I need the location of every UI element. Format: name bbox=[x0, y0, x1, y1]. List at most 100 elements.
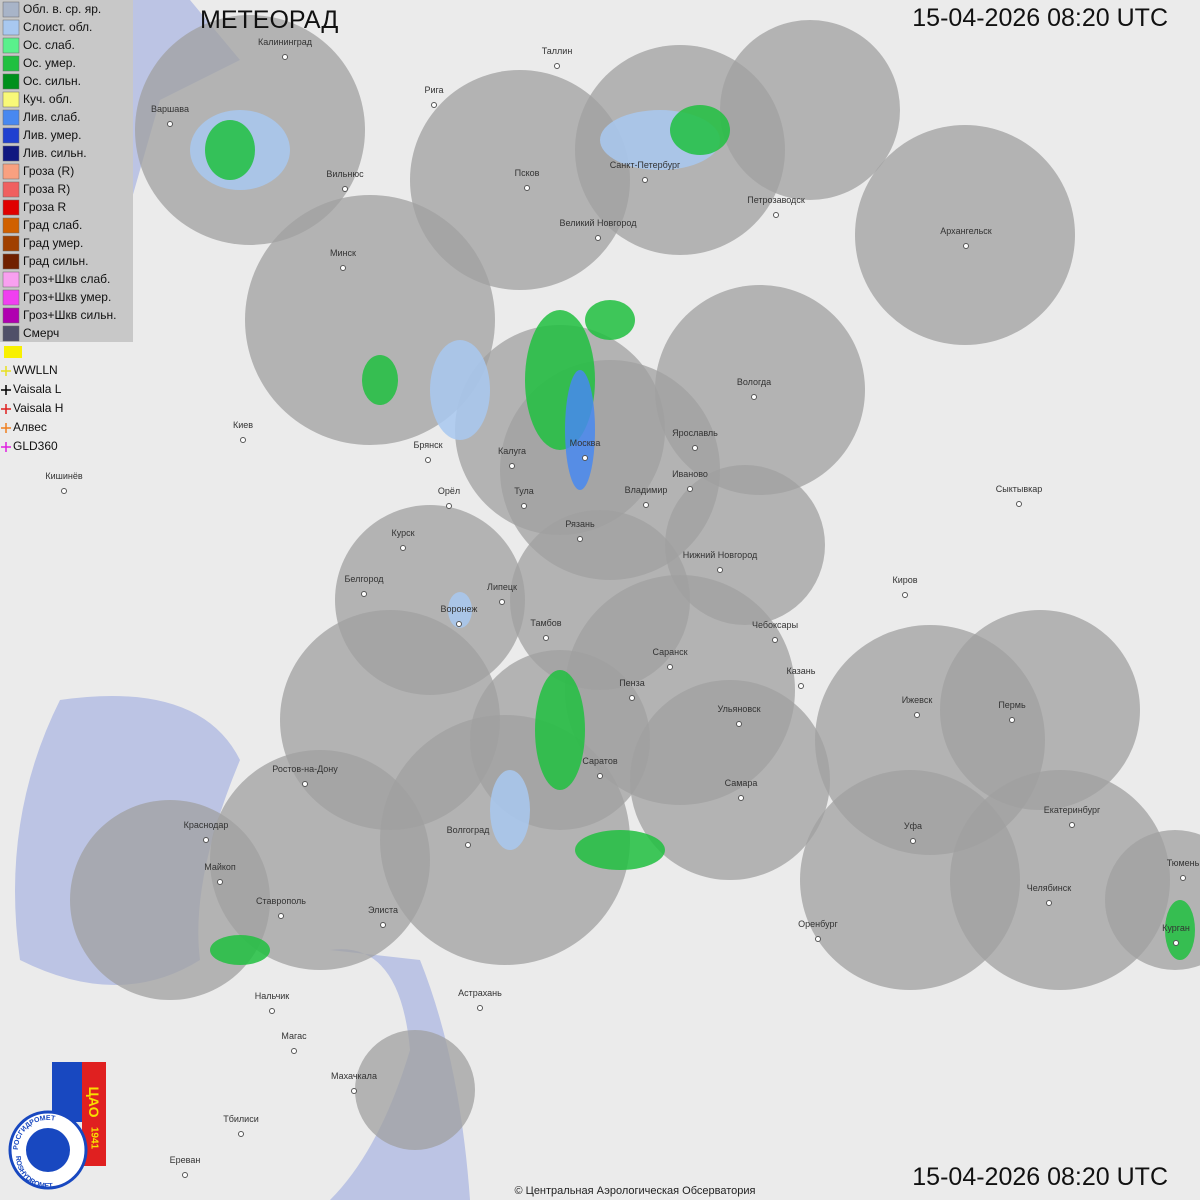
legend-swatch bbox=[2, 181, 20, 198]
city-dot bbox=[400, 545, 406, 551]
legend-swatch bbox=[2, 55, 20, 72]
timestamp-bottom: 15-04-2026 08:20 UTC bbox=[912, 1163, 1168, 1191]
city-dot bbox=[643, 502, 649, 508]
city-dot bbox=[203, 837, 209, 843]
city-label: Тамбов bbox=[530, 618, 561, 628]
city-label: Пермь bbox=[998, 700, 1026, 710]
city-dot bbox=[291, 1048, 297, 1054]
radar-circle bbox=[410, 70, 630, 290]
city-dot bbox=[717, 567, 723, 573]
city-dot bbox=[692, 445, 698, 451]
legend-label: Лив. сильн. bbox=[23, 146, 87, 160]
legend-label: Гроз+Шкв умер. bbox=[23, 290, 111, 304]
legend-swatch bbox=[2, 145, 20, 162]
city-dot bbox=[340, 265, 346, 271]
city-label: Самара bbox=[725, 778, 758, 788]
city-dot bbox=[425, 457, 431, 463]
city-dot bbox=[543, 635, 549, 641]
city-dot bbox=[278, 913, 284, 919]
city-label: Чебоксары bbox=[752, 620, 798, 630]
logo: ЦАО 1941 РОСГИДРОМЕТ ROSHYDROMET bbox=[8, 1062, 106, 1190]
city-label: Санкт-Петербург bbox=[610, 160, 681, 170]
city-label: Калининград bbox=[258, 37, 313, 47]
city-label: Пенза bbox=[619, 678, 645, 688]
legend-label: Гроза R bbox=[23, 200, 67, 214]
city-label: Курск bbox=[391, 528, 414, 538]
city-label: Ростов-на-Дону bbox=[272, 764, 338, 774]
city-dot bbox=[1009, 717, 1015, 723]
legend-swatch bbox=[2, 109, 20, 126]
city-dot bbox=[351, 1088, 357, 1094]
city-label: Саранск bbox=[652, 647, 687, 657]
city-label: Иваново bbox=[672, 469, 708, 479]
city-dot bbox=[738, 795, 744, 801]
radar-circle bbox=[855, 125, 1075, 345]
precip-area bbox=[565, 370, 595, 490]
city-label: Нижний Новгород bbox=[683, 550, 758, 560]
city-label: Петрозаводск bbox=[747, 195, 805, 205]
city-dot bbox=[629, 695, 635, 701]
city-label: Магас bbox=[281, 1031, 307, 1041]
city-label: Уфа bbox=[904, 821, 922, 831]
lightning-marker bbox=[1, 423, 11, 433]
city-label: Ереван bbox=[170, 1155, 201, 1165]
legend-label: Гроз+Шкв слаб. bbox=[23, 272, 110, 286]
city-dot bbox=[217, 879, 223, 885]
city-dot bbox=[342, 186, 348, 192]
lightning-label: Vaisala H bbox=[13, 401, 63, 415]
city-dot bbox=[902, 592, 908, 598]
city-label: Казань bbox=[787, 666, 816, 676]
precip-area bbox=[575, 830, 665, 870]
city-dot bbox=[499, 599, 505, 605]
city-dot bbox=[642, 177, 648, 183]
copyright: © Центральная Аэрологическая Обсерватори… bbox=[515, 1185, 756, 1197]
legend-swatch bbox=[2, 127, 20, 144]
city-dot bbox=[815, 936, 821, 942]
legend-swatch bbox=[2, 163, 20, 180]
legend-label: Ос. сильн. bbox=[23, 74, 81, 88]
lightning-icon bbox=[4, 346, 22, 358]
legend: Обл. в. ср. яр. Слоист. обл. Ос. слаб. Ос. … bbox=[1, 1, 116, 453]
city-label: Киев bbox=[233, 420, 253, 430]
city-dot bbox=[524, 185, 530, 191]
city-dot bbox=[302, 781, 308, 787]
precip-area bbox=[1165, 900, 1195, 960]
city-dot bbox=[751, 394, 757, 400]
logo-core bbox=[26, 1128, 70, 1172]
lightning-marker bbox=[1, 404, 11, 414]
city-dot bbox=[477, 1005, 483, 1011]
city-label: Махачкала bbox=[331, 1071, 377, 1081]
precip-area bbox=[205, 120, 255, 180]
city-label: Ставрополь bbox=[256, 896, 306, 906]
city-dot bbox=[465, 842, 471, 848]
city-label: Элиста bbox=[368, 905, 398, 915]
precip-area bbox=[535, 670, 585, 790]
city-dot bbox=[238, 1131, 244, 1137]
legend-label: Обл. в. ср. яр. bbox=[23, 2, 101, 16]
city-label: Воронеж bbox=[441, 604, 478, 614]
city-label: Кишинёв bbox=[45, 471, 82, 481]
city-label: Орёл bbox=[438, 486, 460, 496]
city-dot bbox=[667, 664, 673, 670]
city-label: Киров bbox=[892, 575, 917, 585]
city-label: Рязань bbox=[565, 519, 595, 529]
city-label: Ижевск bbox=[902, 695, 933, 705]
timestamp-top: 15-04-2026 08:20 UTC bbox=[912, 4, 1168, 32]
city-dot bbox=[772, 637, 778, 643]
city-label: Белгород bbox=[344, 574, 384, 584]
city-label: Ярославль bbox=[672, 428, 718, 438]
city-dot bbox=[240, 437, 246, 443]
legend-swatch bbox=[2, 73, 20, 90]
logo-org: ЦАО bbox=[86, 1086, 102, 1117]
city-label: Липецк bbox=[487, 582, 517, 592]
city-dot bbox=[554, 63, 560, 69]
city-label: Варшава bbox=[151, 104, 189, 114]
legend-swatch bbox=[2, 19, 20, 36]
city-label: Екатеринбург bbox=[1044, 805, 1101, 815]
city-label: Нальчик bbox=[255, 991, 290, 1001]
city-label: Москва bbox=[570, 438, 601, 448]
city-dot bbox=[182, 1172, 188, 1178]
radar-coverage bbox=[70, 15, 1200, 1150]
precip-area bbox=[585, 300, 635, 340]
city-dot bbox=[1173, 940, 1179, 946]
